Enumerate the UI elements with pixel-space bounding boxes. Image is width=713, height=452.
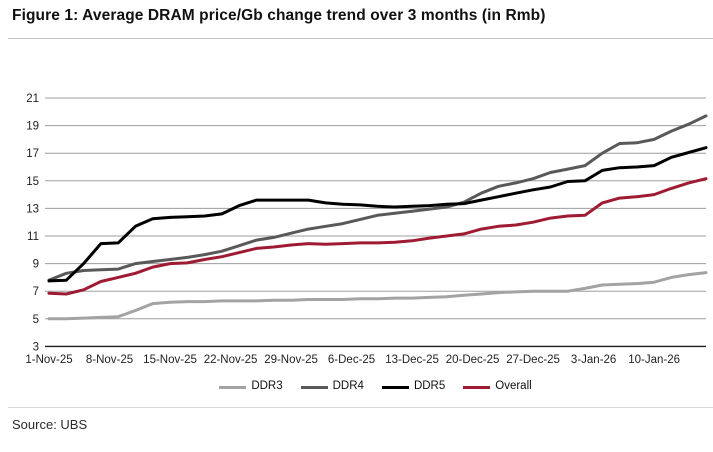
legend-line-swatch (381, 385, 409, 389)
legend-item-ddr4: DDR4 (300, 380, 364, 393)
dram-price-line-chart: 3 5 7 9 11 13 15 17 19 21 1-Nov-25 8-Nov-25 15-Nov-2… (25, 93, 708, 366)
x-tick-label: 13-Dec-25 (385, 354, 439, 366)
x-tick-label: 10-Jan-26 (628, 354, 680, 366)
y-tick-label: 17 (26, 148, 39, 160)
y-tick-label: 9 (33, 259, 39, 271)
legend-label: DDR4 (332, 380, 364, 393)
y-tick-label: 11 (27, 231, 39, 243)
y-tick-label: 5 (33, 314, 39, 326)
y-tick-label: 15 (26, 176, 39, 188)
footer-divider (8, 407, 713, 408)
x-tick-label: 20-Dec-25 (446, 354, 500, 366)
legend-label: DDR3 (251, 380, 283, 393)
legend-label: Overall (495, 380, 532, 393)
title-divider (8, 38, 713, 39)
legend-item-ddr3: DDR3 (219, 380, 283, 393)
x-tick-label: 22-Nov-25 (204, 354, 258, 366)
y-tick-label: 19 (26, 121, 39, 133)
legend-label: DDR5 (413, 380, 446, 393)
x-tick-label: 15-Nov-25 (143, 354, 197, 366)
series-line-ddr4 (47, 114, 708, 282)
y-tick-label: 21 (26, 93, 39, 105)
series-line-ddr3 (47, 271, 708, 321)
legend-line-swatch (219, 385, 247, 389)
x-tick-label: 27-Dec-25 (506, 354, 560, 366)
x-tick-label: 29-Nov-25 (264, 354, 318, 366)
chart-legend: DDR3 DDR4 DDR5 Overall (45, 379, 706, 395)
legend-line-swatch (463, 385, 491, 389)
x-tick-label: 1-Nov-25 (25, 354, 72, 366)
legend-item-overall: Overall (463, 380, 532, 393)
figure-title: Figure 1: Average DRAM price/Gb change t… (12, 7, 546, 24)
source-note: Source: UBS (12, 417, 88, 432)
x-tick-label: 3-Jan-26 (571, 354, 616, 366)
series-line-ddr5 (47, 146, 708, 283)
series-line-overall (47, 177, 708, 296)
x-tick-label: 8-Nov-25 (86, 354, 133, 366)
y-tick-label: 7 (33, 286, 39, 298)
legend-line-swatch (300, 385, 328, 389)
y-tick-label: 3 (33, 341, 39, 353)
x-tick-label: 6-Dec-25 (328, 354, 375, 366)
y-tick-label: 13 (26, 203, 39, 215)
legend-item-ddr5: DDR5 (381, 380, 446, 393)
